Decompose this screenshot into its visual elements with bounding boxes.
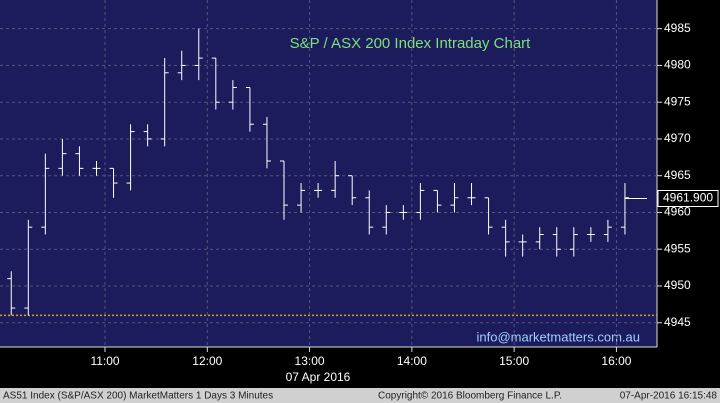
y-tick-label: 4985 <box>664 21 691 35</box>
y-tick-label: 4965 <box>664 168 691 182</box>
footer-bar <box>0 388 720 403</box>
x-tick-label: 16:00 <box>601 354 631 368</box>
x-axis-label: 07 Apr 2016 <box>286 370 351 384</box>
y-tick-label: 4970 <box>664 131 691 145</box>
x-tick-label: 15:00 <box>499 354 529 368</box>
x-tick-label: 11:00 <box>90 354 119 368</box>
y-tick-label: 4950 <box>664 278 691 292</box>
chart-title: S&P / ASX 200 Index Intraday Chart <box>290 35 532 52</box>
x-tick-label: 14:00 <box>397 354 427 368</box>
x-tick-label: 12:00 <box>192 354 222 368</box>
y-tick-label: 4955 <box>664 241 691 255</box>
y-tick-label: 4960 <box>664 205 691 219</box>
y-tick-label: 4975 <box>664 94 691 108</box>
footer-left: AS51 Index (S&P/ASX 200) MarketMatters 1… <box>3 391 273 402</box>
y-tick-label: 4945 <box>664 315 691 329</box>
y-tick-label: 4980 <box>664 58 691 72</box>
x-tick-label: 13:00 <box>295 354 325 368</box>
footer-right: 07-Apr-2016 16:15:48 <box>620 391 718 402</box>
footer-center: Copyright© 2016 Bloomberg Finance L.P. <box>378 391 562 402</box>
plot-area <box>0 0 657 347</box>
watermark: info@marketmatters.com.au <box>477 329 640 344</box>
last-price-box <box>657 189 719 207</box>
last-price-label: 4961.900 <box>663 191 713 205</box>
